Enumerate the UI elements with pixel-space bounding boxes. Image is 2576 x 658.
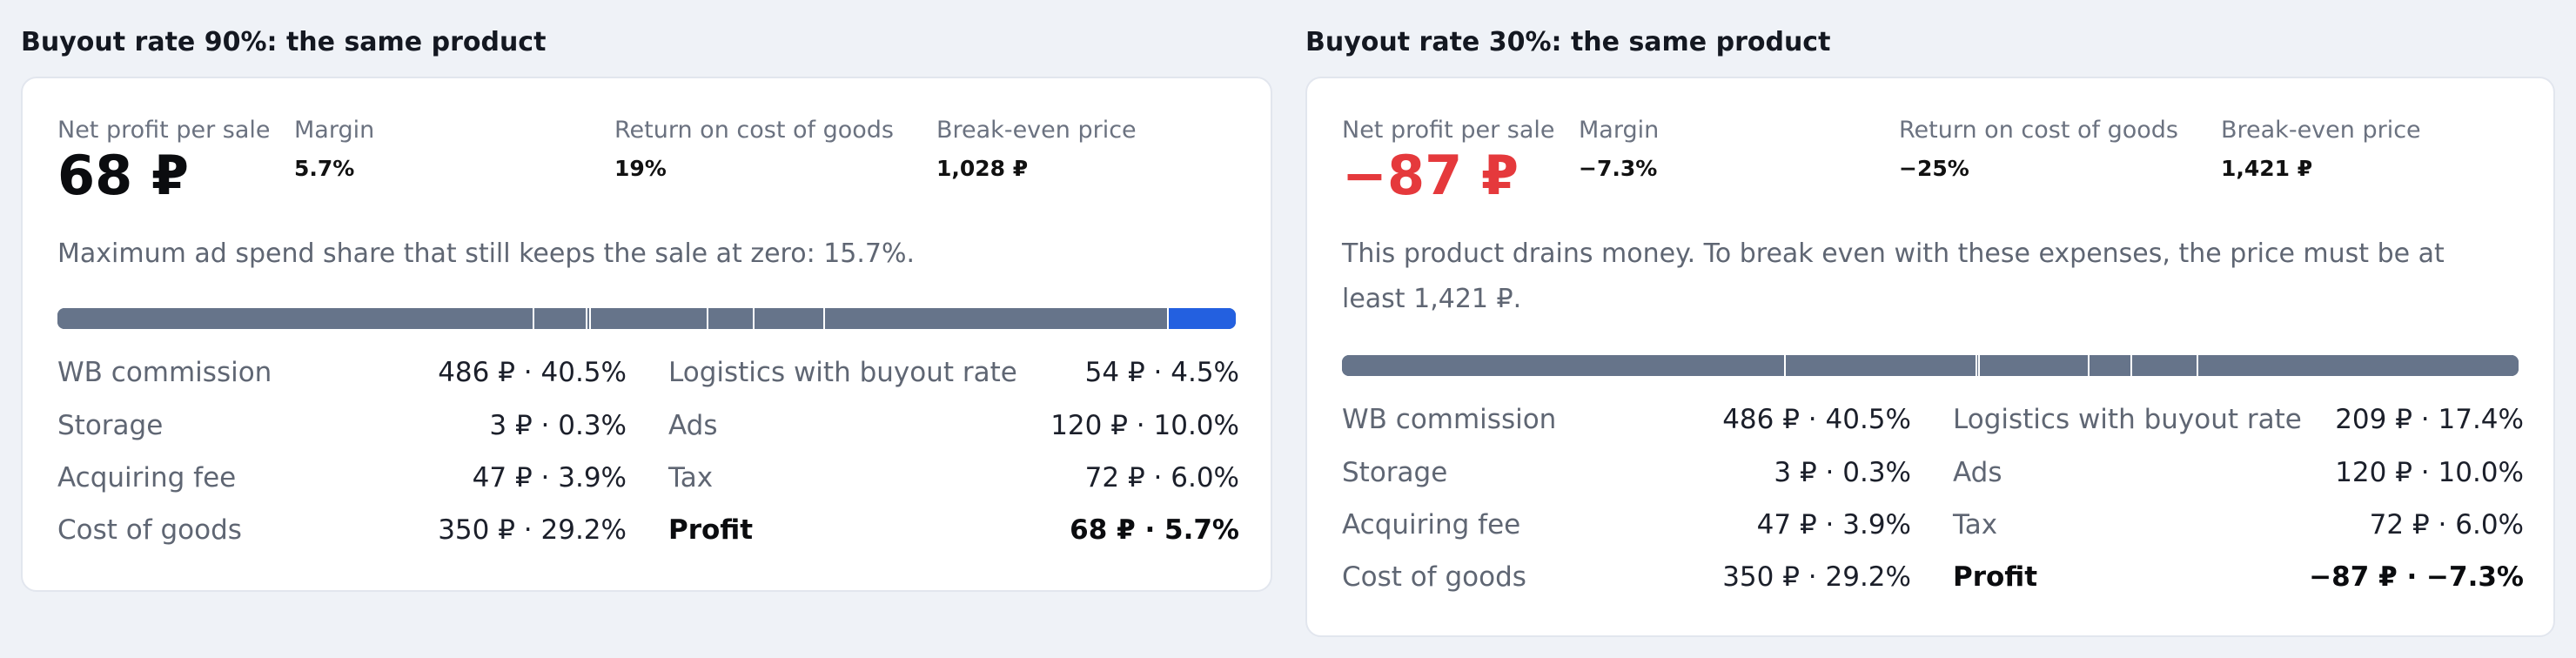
- breakdown-label: WB commission: [1342, 404, 1557, 435]
- margin-label: Margin: [1579, 117, 1660, 144]
- breakdown-label: Storage: [1342, 457, 1448, 488]
- breakdown-value: 54 ₽ · 4.5%: [1084, 357, 1239, 388]
- cost-breakdown-bar: [1342, 355, 2519, 376]
- scenario-title: Buyout rate 90%: the same product: [21, 27, 547, 57]
- scenario-note: Maximum ad spend share that still keeps …: [57, 238, 916, 269]
- breakdown-value: 68 ₽ · 5.7%: [1070, 514, 1239, 546]
- margin-metric: Margin −7.3%: [1579, 117, 1659, 181]
- roi-value: 19%: [614, 156, 667, 181]
- breakeven-label: Break-even price: [2221, 117, 2421, 144]
- breakdown-row-profit: Profit −87 ₽ · −7.3%: [1953, 560, 2524, 594]
- margin-metric: Margin 5.7%: [294, 117, 374, 181]
- breakdown-label: WB commission: [57, 357, 272, 388]
- cost-breakdown-bar: [57, 308, 1236, 329]
- net-profit-label: Net profit per sale: [1342, 117, 1555, 144]
- breakdown-row: Ads 120 ₽ · 10.0%: [668, 408, 1239, 443]
- breakdown-value: 3 ₽ · 0.3%: [1774, 457, 1911, 488]
- breakdown-label: Logistics with buyout rate: [668, 357, 1017, 388]
- scenario-card: Net profit per sale −87 ₽ Margin −7.3% R…: [1305, 77, 2555, 637]
- breakdown-value: 486 ₽ · 40.5%: [1722, 404, 1911, 435]
- breakdown-label: Storage: [57, 410, 164, 441]
- roi-metric: Return on cost of goods 19%: [614, 117, 894, 181]
- breakdown-row: Storage 3 ₽ · 0.3%: [57, 408, 627, 443]
- breakdown-row: Acquiring fee 47 ₽ · 3.9%: [1342, 507, 1911, 542]
- breakdown-row: WB commission 486 ₽ · 40.5%: [57, 355, 627, 390]
- breakdown-value: 350 ₽ · 29.2%: [438, 514, 627, 546]
- net-profit-label: Net profit per sale: [57, 117, 271, 144]
- breakdown-value: 120 ₽ · 10.0%: [2335, 457, 2524, 488]
- bar-segment-acquiring-fee: [2090, 355, 2133, 376]
- bar-segment-logistics-with-buyout-rate: [533, 308, 587, 329]
- breakdown-value: −87 ₽ · −7.3%: [2309, 561, 2524, 593]
- breakdown-label: Cost of goods: [1342, 561, 1526, 593]
- scenario-title: Buyout rate 30%: the same product: [1305, 27, 1831, 57]
- breakdown-row: Tax 72 ₽ · 6.0%: [1953, 507, 2524, 542]
- roi-label: Return on cost of goods: [1899, 117, 2178, 144]
- breakdown-label: Logistics with buyout rate: [1953, 404, 2302, 435]
- breakdown-value: 47 ₽ · 3.9%: [1756, 509, 1911, 540]
- bar-segment-ads: [1980, 355, 2090, 376]
- breakeven-value: 1,421 ₽: [2221, 156, 2313, 181]
- breakdown-value: 72 ₽ · 6.0%: [2369, 509, 2524, 540]
- breakdown-row: WB commission 486 ₽ · 40.5%: [1342, 402, 1911, 437]
- breakeven-metric: Break-even price 1,421 ₽: [2221, 117, 2421, 181]
- breakdown-value: 350 ₽ · 29.2%: [1722, 561, 1911, 593]
- bar-segment-logistics-with-buyout-rate: [1786, 355, 1977, 376]
- net-profit-metric: Net profit per sale 68 ₽: [57, 117, 270, 203]
- scenario-note: This product drains money. To break even…: [1342, 238, 2445, 314]
- breakeven-metric: Break-even price 1,028 ₽: [936, 117, 1137, 181]
- breakdown-row: Tax 72 ₽ · 6.0%: [668, 460, 1239, 495]
- bar-segment-wb-commission: [57, 308, 534, 329]
- roi-value: −25%: [1899, 156, 1969, 181]
- margin-value: 5.7%: [294, 156, 355, 181]
- breakdown-row: Ads 120 ₽ · 10.0%: [1953, 455, 2524, 490]
- breakdown-label: Acquiring fee: [1342, 509, 1521, 540]
- breakdown-label: Cost of goods: [57, 514, 242, 546]
- breakeven-value: 1,028 ₽: [936, 156, 1029, 181]
- bar-segment-profit: [1168, 308, 1236, 329]
- bar-segment-cost-of-goods: [2198, 355, 2519, 376]
- net-profit-value: 68 ₽: [57, 144, 190, 207]
- bar-segment-tax: [2132, 355, 2199, 376]
- breakeven-label: Break-even price: [936, 117, 1137, 144]
- breakdown-row: Cost of goods 350 ₽ · 29.2%: [1342, 560, 1911, 594]
- breakdown-label: Tax: [668, 462, 714, 494]
- margin-label: Margin: [294, 117, 375, 144]
- breakdown-label: Profit: [1953, 561, 2038, 593]
- roi-label: Return on cost of goods: [614, 117, 894, 144]
- breakdown-value: 209 ₽ · 17.4%: [2335, 404, 2524, 435]
- roi-metric: Return on cost of goods −25%: [1899, 117, 2178, 181]
- bar-segment-tax: [754, 308, 825, 329]
- breakdown-value: 486 ₽ · 40.5%: [438, 357, 627, 388]
- margin-value: −7.3%: [1579, 156, 1658, 181]
- breakdown-row: Storage 3 ₽ · 0.3%: [1342, 455, 1911, 490]
- breakdown-row: Logistics with buyout rate 209 ₽ · 17.4%: [1953, 402, 2524, 437]
- breakdown-value: 47 ₽ · 3.9%: [472, 462, 627, 494]
- net-profit-metric: Net profit per sale −87 ₽: [1342, 117, 1554, 203]
- bar-segment-storage: [587, 308, 591, 329]
- breakdown-row-profit: Profit 68 ₽ · 5.7%: [668, 513, 1239, 547]
- breakdown-value: 72 ₽ · 6.0%: [1084, 462, 1239, 494]
- breakdown-row: Logistics with buyout rate 54 ₽ · 4.5%: [668, 355, 1239, 390]
- breakdown-label: Ads: [668, 410, 718, 441]
- net-profit-value: −87 ₽: [1342, 144, 1519, 207]
- bar-segment-ads: [590, 308, 708, 329]
- breakdown-label: Profit: [668, 514, 754, 546]
- breakdown-label: Tax: [1953, 509, 1998, 540]
- breakdown-label: Ads: [1953, 457, 2002, 488]
- bar-segment-wb-commission: [1342, 355, 1787, 376]
- breakdown-value: 120 ₽ · 10.0%: [1050, 410, 1239, 441]
- breakdown-row: Acquiring fee 47 ₽ · 3.9%: [57, 460, 627, 495]
- bar-segment-storage: [1976, 355, 1981, 376]
- bar-segment-acquiring-fee: [708, 308, 755, 329]
- scenario-card: Net profit per sale 68 ₽ Margin 5.7% Ret…: [21, 77, 1272, 592]
- breakdown-value: 3 ₽ · 0.3%: [489, 410, 627, 441]
- bar-segment-cost-of-goods: [824, 308, 1169, 329]
- breakdown-label: Acquiring fee: [57, 462, 237, 494]
- breakdown-row: Cost of goods 350 ₽ · 29.2%: [57, 513, 627, 547]
